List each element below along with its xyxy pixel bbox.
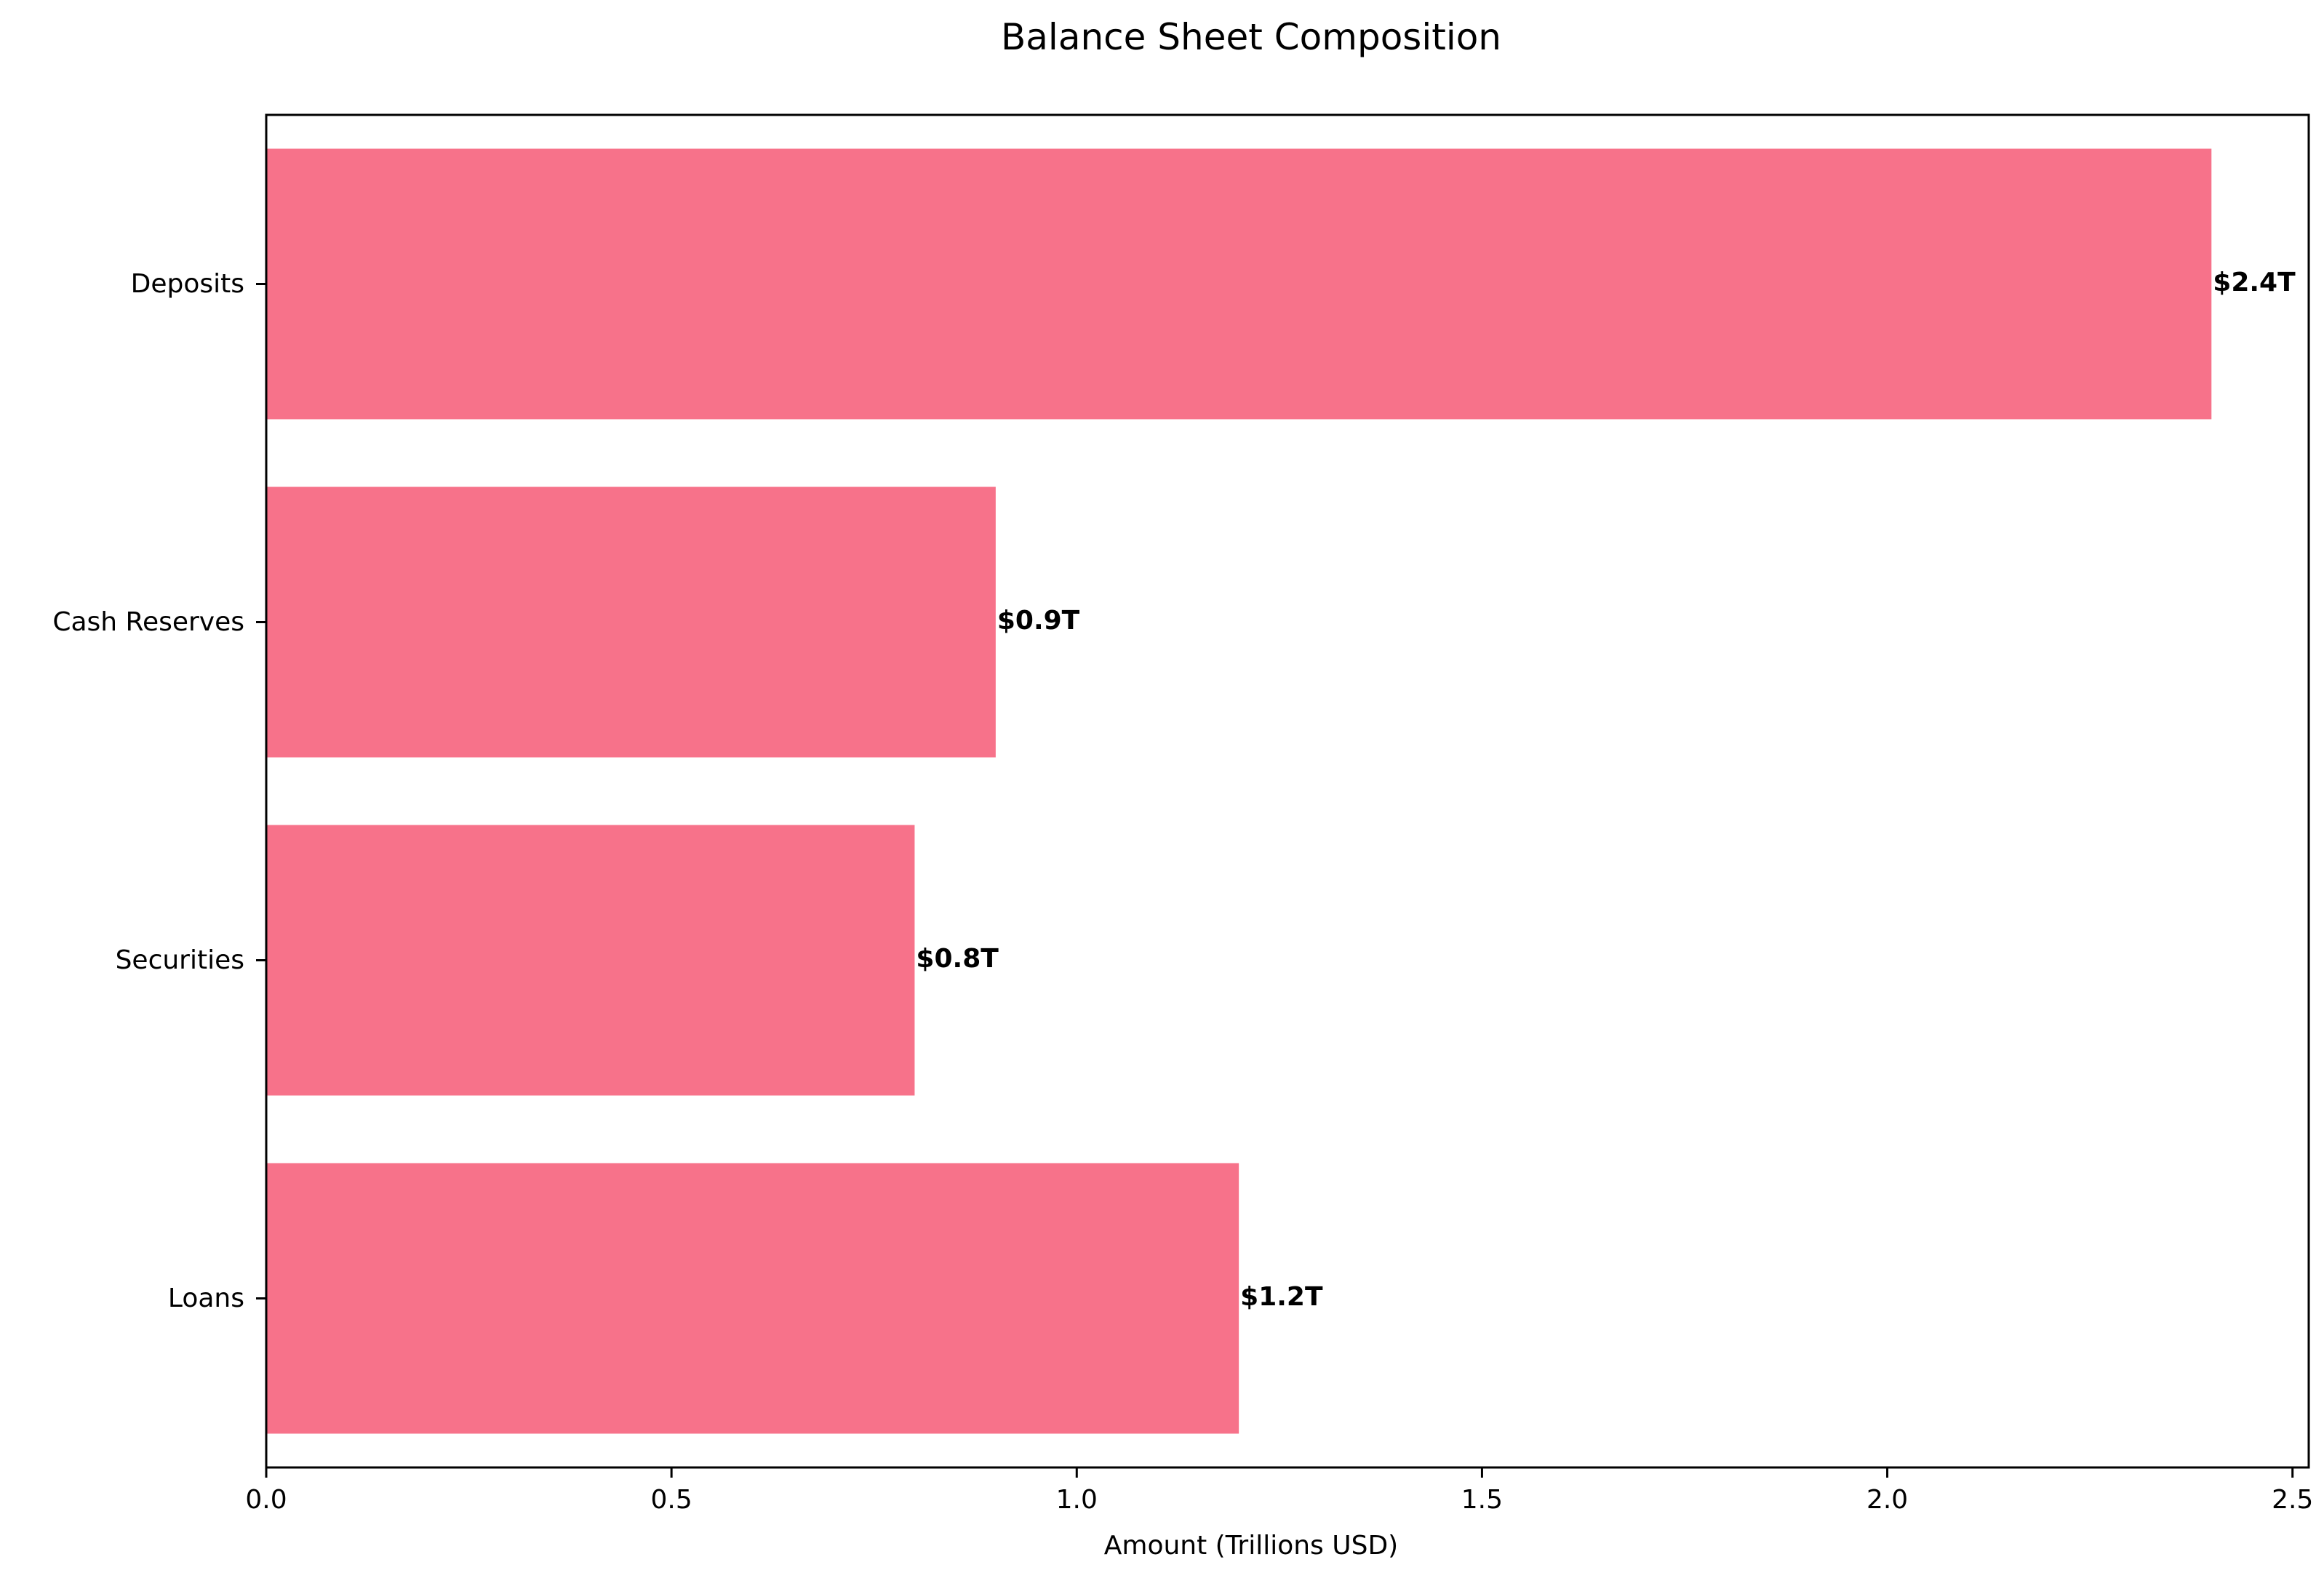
chart-title: Balance Sheet Composition: [1001, 16, 1501, 58]
y-tick-label-cash-reserves: Cash Reserves: [52, 607, 244, 637]
plot-frame: [265, 113, 2310, 1469]
y-tick-label-deposits: Deposits: [131, 269, 244, 299]
bar-deposits: [266, 148, 2212, 420]
x-tick-label-2-0: 2.0: [1866, 1485, 1908, 1515]
x-tick-label-1-0: 1.0: [1056, 1485, 1098, 1515]
x-tick-label-0-5: 0.5: [651, 1485, 692, 1515]
bar-loans: [266, 1163, 1239, 1434]
data-label-deposits: $2.4T: [2213, 268, 2296, 297]
data-label-loans: $1.2T: [1240, 1282, 1323, 1312]
x-tick-label-2-5: 2.5: [2272, 1485, 2313, 1515]
bar-securities: [266, 825, 915, 1096]
x-tick-label-0-0: 0.0: [245, 1485, 287, 1515]
y-tick-label-securities: Securities: [116, 945, 244, 975]
data-label-cash-reserves: $0.9T: [997, 606, 1080, 636]
plot-area: Loans $1.2T Securities $0.8T Cash Reserves $0…: [52, 113, 2313, 1515]
bar-cash-reserves: [266, 486, 996, 758]
x-tick-label-1-5: 1.5: [1461, 1485, 1503, 1515]
y-tick-label-loans: Loans: [168, 1283, 244, 1313]
x-axis-label: Amount (Trillions USD): [1104, 1531, 1398, 1561]
data-label-securities: $0.8T: [916, 944, 999, 974]
